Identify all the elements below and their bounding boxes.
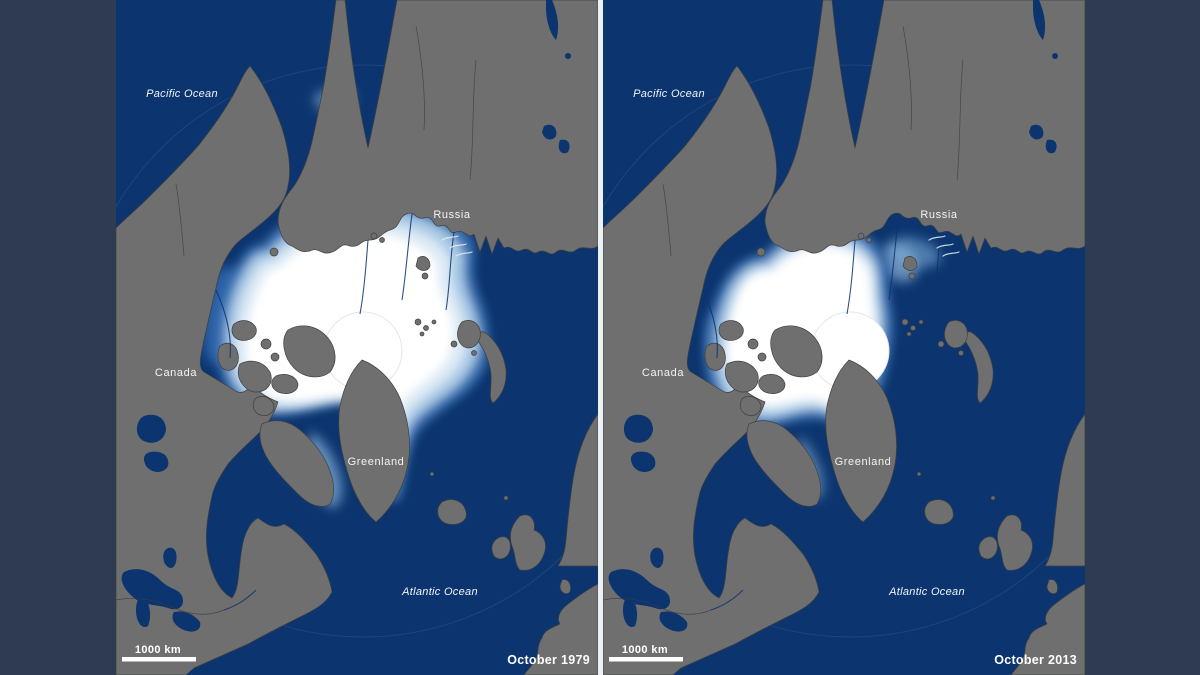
graticule-circle [116, 64, 598, 638]
scale-bar [122, 657, 196, 662]
label-pacific-ocean: Pacific Ocean [146, 88, 218, 100]
scale-bar [609, 657, 683, 662]
date-badge: October 1979 [507, 653, 590, 667]
label-russia: Russia [433, 209, 471, 221]
panel-divider [598, 0, 603, 675]
graticule-circle [603, 64, 1085, 638]
date-badge: October 2013 [994, 653, 1077, 667]
label-russia: Russia [920, 209, 958, 221]
label-greenland: Greenland [348, 456, 405, 468]
scale-bar-label: 1000 km [135, 644, 181, 656]
label-canada: Canada [155, 367, 197, 379]
label-atlantic-ocean: Atlantic Ocean [401, 586, 478, 598]
label-greenland: Greenland [835, 456, 892, 468]
scale-bar-label: 1000 km [622, 644, 668, 656]
label-atlantic-ocean: Atlantic Ocean [888, 586, 965, 598]
map-panel-october-2013: Pacific Ocean Russia Canada Greenland At… [603, 0, 1085, 675]
map-panel-october-1979: Pacific Ocean Russia Canada Greenland At… [116, 0, 598, 675]
label-pacific-ocean: Pacific Ocean [633, 88, 705, 100]
label-canada: Canada [642, 367, 684, 379]
